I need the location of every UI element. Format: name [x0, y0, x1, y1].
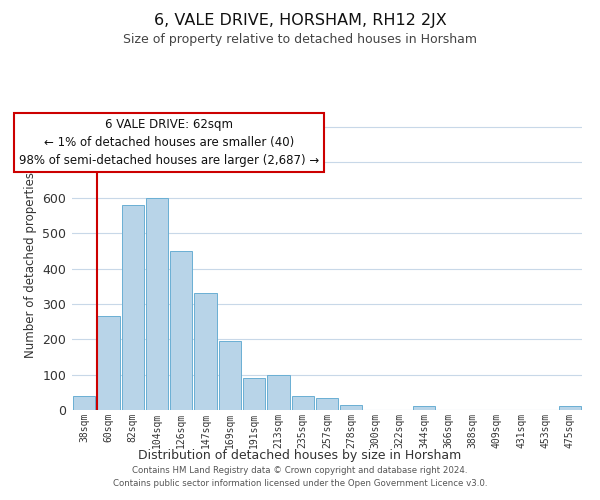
Bar — [97, 316, 119, 410]
Bar — [194, 294, 217, 410]
Bar — [340, 404, 362, 410]
Text: 6, VALE DRIVE, HORSHAM, RH12 2JX: 6, VALE DRIVE, HORSHAM, RH12 2JX — [154, 12, 446, 28]
Bar — [559, 406, 581, 410]
Y-axis label: Number of detached properties: Number of detached properties — [24, 172, 37, 358]
Bar — [243, 378, 265, 410]
Text: 6 VALE DRIVE: 62sqm
← 1% of detached houses are smaller (40)
98% of semi-detache: 6 VALE DRIVE: 62sqm ← 1% of detached hou… — [19, 118, 319, 167]
Bar — [267, 374, 290, 410]
Bar — [316, 398, 338, 410]
Bar — [413, 406, 436, 410]
Bar — [146, 198, 168, 410]
Bar — [218, 341, 241, 410]
Bar — [292, 396, 314, 410]
Text: Contains HM Land Registry data © Crown copyright and database right 2024.
Contai: Contains HM Land Registry data © Crown c… — [113, 466, 487, 487]
Bar — [122, 205, 144, 410]
Bar — [73, 396, 95, 410]
Text: Distribution of detached houses by size in Horsham: Distribution of detached houses by size … — [139, 448, 461, 462]
Text: Size of property relative to detached houses in Horsham: Size of property relative to detached ho… — [123, 32, 477, 46]
Bar — [170, 251, 193, 410]
